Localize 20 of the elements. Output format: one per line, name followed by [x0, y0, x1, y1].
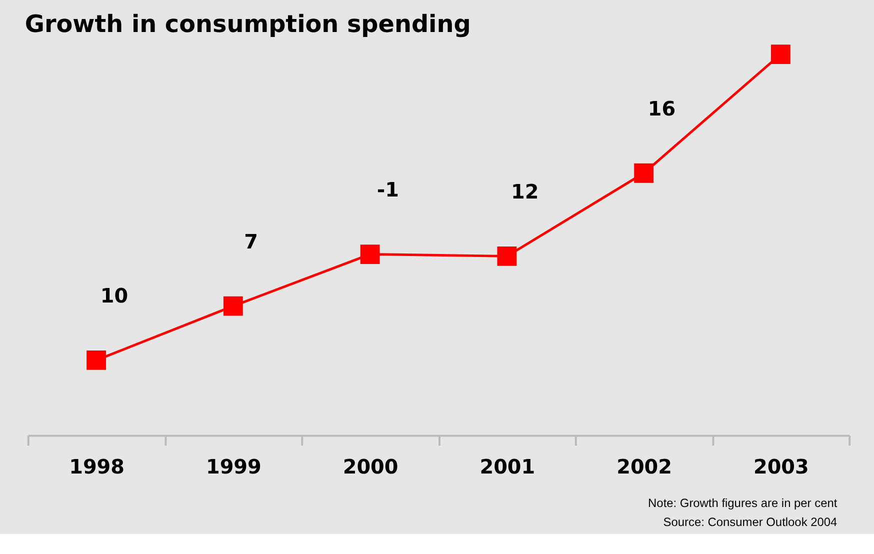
- annotation: 16: [648, 97, 676, 120]
- x-tick-label: 2002: [616, 456, 672, 479]
- point: [360, 244, 380, 264]
- annotation: -1: [376, 178, 400, 202]
- annotation: 10: [100, 284, 128, 308]
- x-tick-label: 2001: [480, 456, 536, 479]
- point: [634, 163, 654, 183]
- chart-title: Growth in consumption spending: [24, 10, 471, 38]
- point: [86, 350, 106, 370]
- x-tick-label: 2003: [753, 456, 809, 479]
- point: [770, 44, 790, 64]
- source-note: Source: Consumer Outlook 2004: [663, 514, 838, 529]
- annotation: 7: [244, 230, 258, 254]
- x-tick-label: 1999: [206, 456, 262, 479]
- x-tick-label: 2000: [342, 456, 398, 479]
- point: [497, 246, 517, 266]
- point: [223, 296, 243, 316]
- x-tick-label: 1998: [69, 456, 124, 479]
- annotation: 12: [511, 180, 539, 204]
- text: Note: Growth figures are in per cent: [648, 496, 838, 510]
